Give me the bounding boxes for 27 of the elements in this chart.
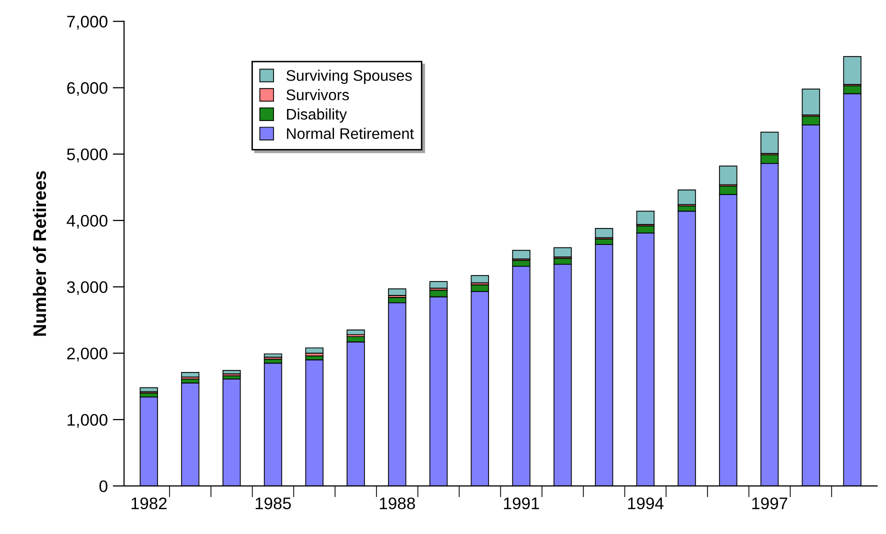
y-tick-label: 3,000 [67, 281, 108, 296]
y-axis-title: Number of Retirees [32, 171, 46, 336]
bar [222, 370, 241, 374]
bar [346, 330, 365, 336]
bar [181, 372, 200, 378]
x-tick-label: 1991 [504, 497, 540, 510]
y-tick-label: 5,000 [67, 148, 108, 162]
x-tick-label: 1985 [256, 497, 291, 510]
legend-label: Normal Retirement [287, 128, 414, 140]
y-tick-label: 2,000 [67, 348, 108, 362]
y-tick-label: 0 [99, 480, 108, 492]
legend-label: Survivors [286, 89, 349, 100]
x-tick-label: 1994 [628, 497, 664, 510]
legend-label: Disability [287, 108, 347, 123]
y-tick-label: 7,000 [67, 16, 108, 30]
bar [470, 275, 490, 284]
y-tick-label: 6,000 [67, 82, 108, 96]
y-tick-label: 1,000 [68, 414, 108, 428]
x-tick-label: 1988 [380, 497, 415, 510]
x-tick-label: 1997 [752, 497, 788, 510]
bar [388, 288, 406, 296]
x-tick-label: 1982 [132, 497, 167, 510]
bar [429, 281, 448, 289]
legend-label: Surviving Spouses [286, 70, 412, 84]
bar [305, 347, 324, 354]
y-tick-label: 4,000 [66, 214, 108, 229]
bar [264, 353, 282, 358]
